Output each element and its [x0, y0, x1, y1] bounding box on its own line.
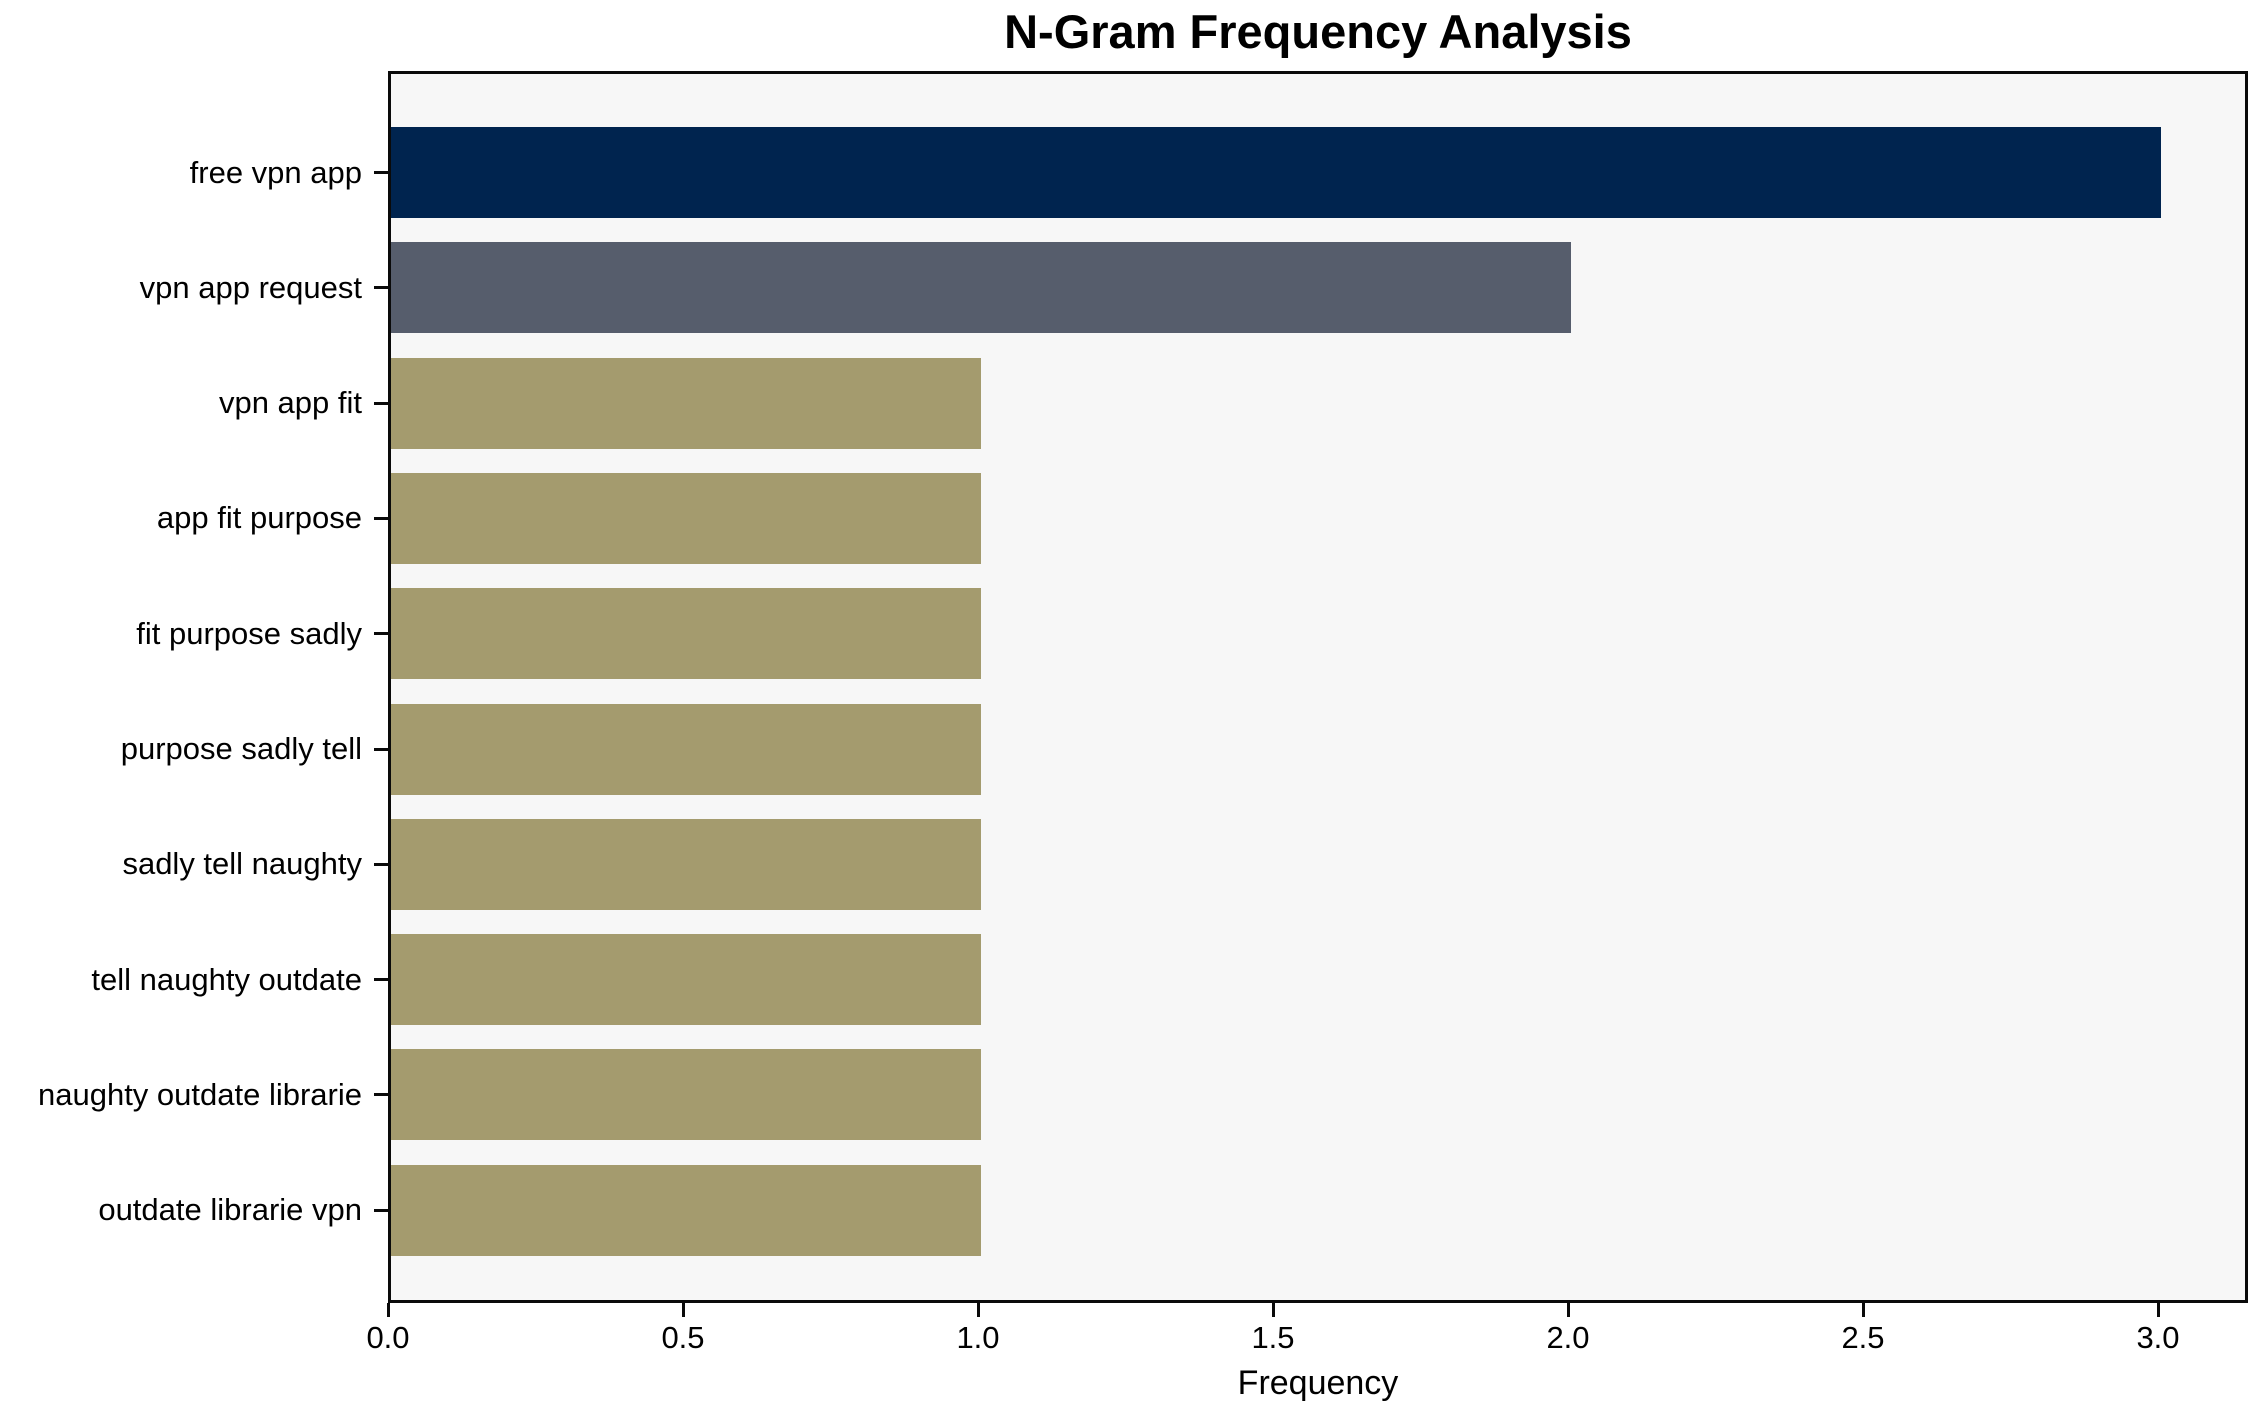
x-tick-label-0.5: 0.5 — [661, 1320, 705, 1355]
x-tick-mark — [2156, 1303, 2160, 1317]
x-axis-label: Frequency — [1237, 1364, 1399, 1402]
bar-outdate-librarie-vpn — [391, 1164, 981, 1256]
bar-app-fit-purpose — [391, 472, 981, 564]
x-tick-mark — [1566, 1303, 1570, 1317]
y-tick-mark — [374, 171, 388, 174]
y-tick-label-vpn-app-fit: vpn app fit — [218, 385, 362, 421]
y-tick-mark — [374, 632, 388, 636]
y-tick-label-naughty-outdate-librarie: naughty outdate librarie — [37, 1076, 362, 1112]
bar-purpose-sadly-tell — [391, 703, 981, 795]
y-tick-label-app-fit-purpose: app fit purpose — [156, 500, 362, 536]
x-tick-mark — [681, 1303, 685, 1317]
y-tick-label-free-vpn-app: free vpn app — [189, 154, 362, 190]
y-tick-mark — [374, 862, 388, 866]
x-tick-mark — [386, 1303, 390, 1317]
y-tick-label-outdate-librarie-vpn: outdate librarie vpn — [98, 1192, 362, 1228]
bar-vpn-app-request — [391, 242, 1571, 334]
y-tick-mark — [374, 516, 388, 520]
y-tick-label-tell-naughty-outdate: tell naughty outdate — [91, 961, 362, 997]
bar-sadly-tell-naughty — [391, 818, 981, 910]
x-tick-label-3.0: 3.0 — [2136, 1320, 2180, 1355]
chart-title: N-Gram Frequency Analysis — [1004, 5, 1632, 58]
x-tick-label-1.0: 1.0 — [956, 1320, 1000, 1355]
bar-free-vpn-app — [391, 127, 2161, 218]
y-tick-mark — [374, 747, 388, 751]
y-tick-label-fit-purpose-sadly: fit purpose sadly — [136, 615, 362, 651]
y-tick-mark — [374, 401, 388, 405]
y-tick-mark — [374, 1093, 388, 1097]
bar-naughty-outdate-librarie — [391, 1049, 981, 1141]
y-tick-mark — [374, 978, 388, 982]
x-tick-label-2.5: 2.5 — [1841, 1320, 1885, 1355]
y-tick-mark — [374, 1208, 388, 1212]
x-tick-label-1.5: 1.5 — [1251, 1320, 1295, 1355]
y-tick-mark — [374, 286, 388, 290]
plot-area — [388, 71, 2248, 1303]
y-tick-label-purpose-sadly-tell: purpose sadly tell — [120, 731, 362, 766]
y-tick-label-vpn-app-request: vpn app request — [139, 269, 362, 305]
x-tick-mark — [1861, 1303, 1865, 1317]
x-tick-label-2.0: 2.0 — [1546, 1320, 1590, 1355]
bar-vpn-app-fit — [391, 357, 981, 449]
y-tick-label-sadly-tell-naughty: sadly tell naughty — [122, 846, 362, 882]
bar-fit-purpose-sadly — [391, 588, 981, 680]
bar-tell-naughty-outdate — [391, 934, 981, 1026]
x-tick-label-0.0: 0.0 — [366, 1320, 410, 1355]
x-tick-mark — [976, 1303, 980, 1317]
x-tick-mark — [1271, 1303, 1275, 1317]
